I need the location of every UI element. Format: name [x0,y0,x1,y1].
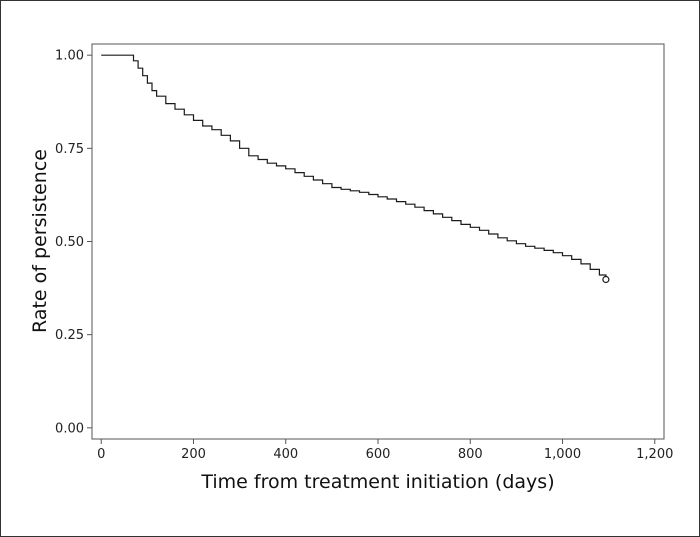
plot-area [91,43,665,440]
y-tick-label: 0.25 [55,328,84,343]
censor-marker [602,275,610,284]
x-tick-label: 1,000 [544,447,581,462]
y-tick-label: 1.00 [55,49,84,64]
y-tick-label: 0.75 [55,142,84,157]
x-tick-label: 400 [273,447,298,462]
y-axis-title: Rate of persistence [29,149,51,333]
x-axis-title: Time from treatment initiation (days) [200,471,554,493]
x-axis: 0 200 400 600 800 1,000 1,200 [97,439,673,462]
x-tick-label: 1,200 [636,447,673,462]
y-tick-label: 0.50 [55,235,84,250]
x-tick-label: 200 [181,447,206,462]
persistence-curve [101,54,607,280]
x-tick-label: 600 [366,447,391,462]
y-tick-label: 0.00 [55,421,84,436]
x-tick-label: 800 [458,447,483,462]
y-axis: 0.00 0.25 0.50 0.75 1.00 [55,49,92,436]
x-tick-label: 0 [97,447,105,462]
